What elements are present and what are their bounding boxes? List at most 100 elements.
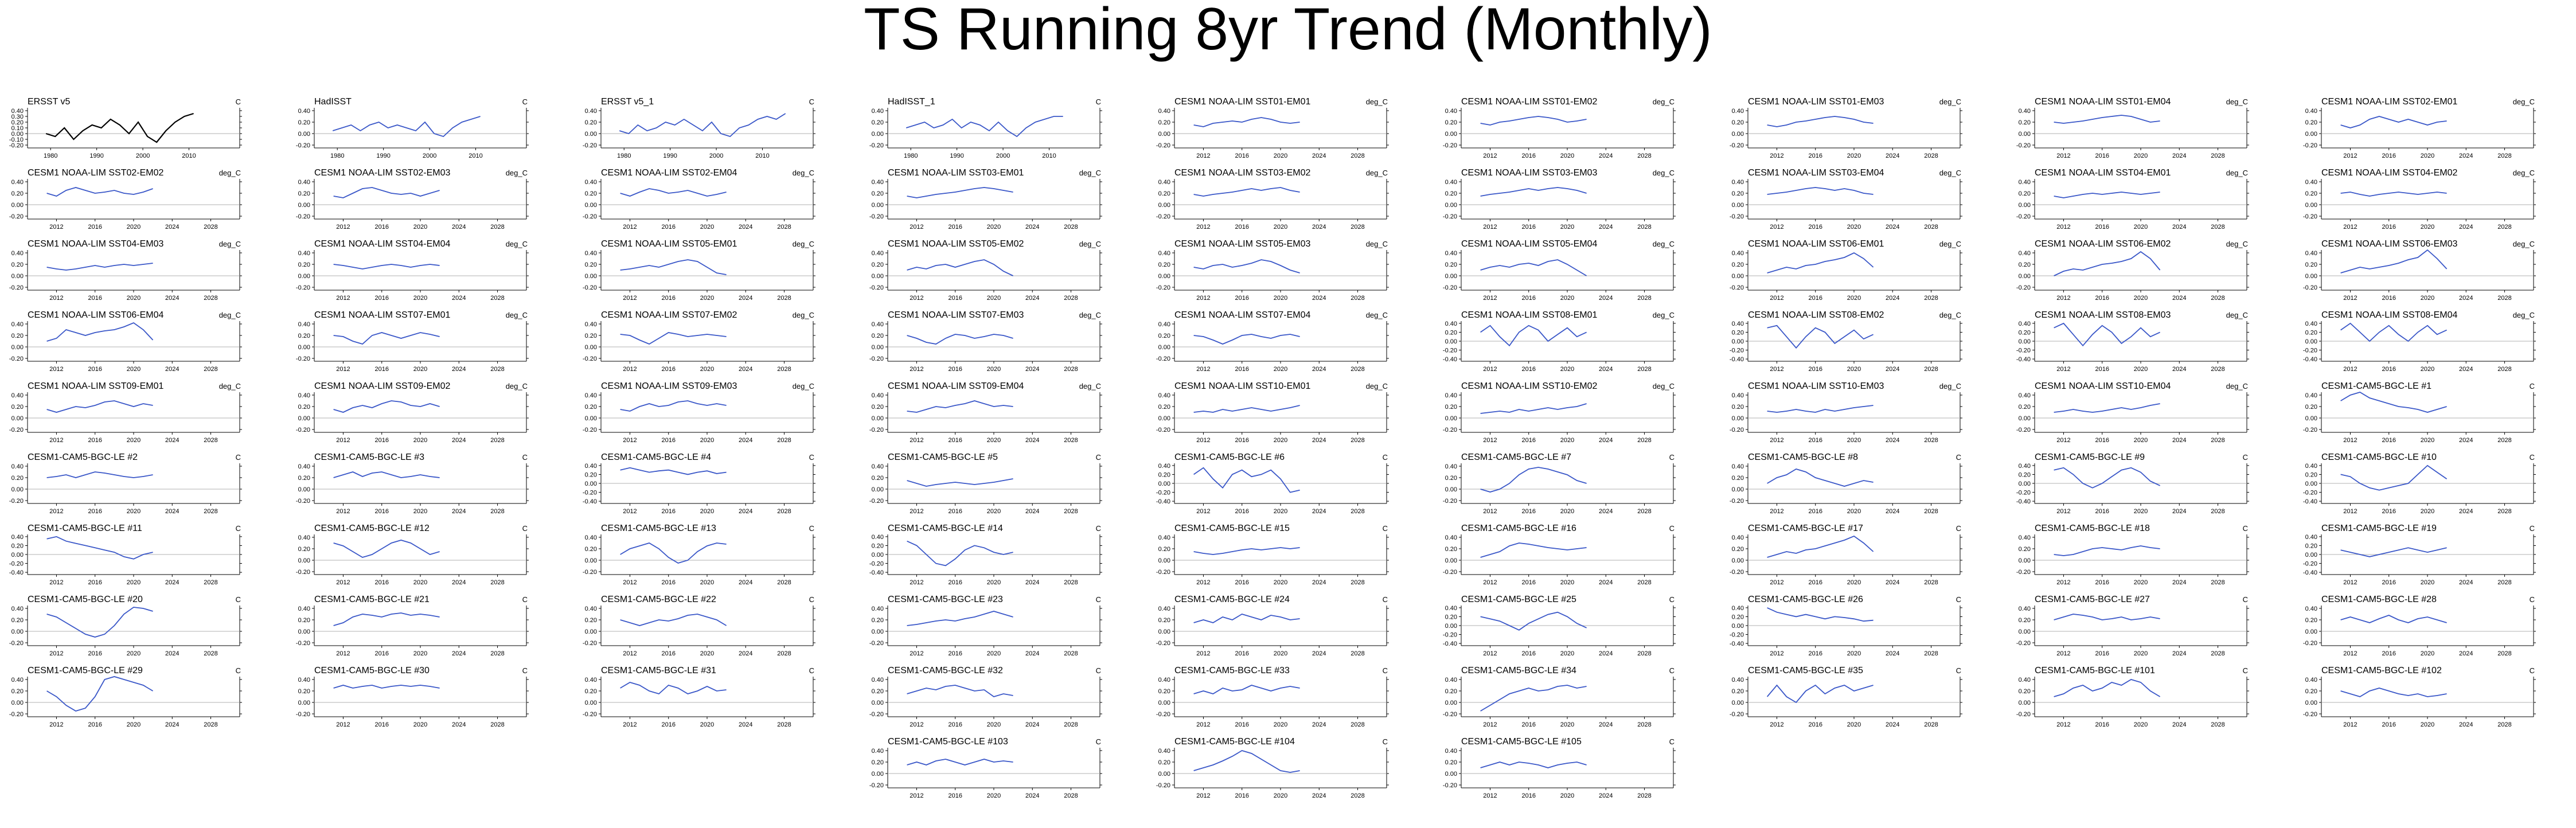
panel-units: deg_C — [2513, 311, 2535, 319]
panel-units: deg_C — [793, 382, 814, 390]
panel-title: CESM1-CAM5-BGC-LE #8 — [1748, 452, 1858, 462]
y-tick-label: -0.20 — [869, 213, 884, 220]
chart-panel: CESM1-CAM5-BGC-LE #6 C -0.40-0.20 0.00 0.200… — [1156, 452, 1389, 515]
x-tick-label: 2016 — [1521, 508, 1535, 515]
series-line — [1193, 259, 1300, 274]
y-tick-label: -0.40 — [2016, 356, 2031, 363]
y-tick-label: 0.40 — [2305, 108, 2317, 115]
panel-units: deg_C — [1939, 240, 1961, 248]
x-tick-label: 2012 — [1196, 295, 1210, 302]
y-tick-label: 0.20 — [298, 475, 310, 482]
x-tick-label: 2028 — [1637, 792, 1651, 799]
x-tick-label: 2020 — [1274, 437, 1287, 444]
y-tick-label: 0.20 — [872, 404, 884, 411]
x-tick-label: 2028 — [2211, 650, 2224, 657]
x-tick-label: 2024 — [452, 437, 466, 444]
x-tick-label: 2024 — [1599, 224, 1613, 231]
x-tick-label: 2012 — [1770, 224, 1783, 231]
x-tick-label: 2016 — [88, 721, 102, 728]
x-tick-label: 2028 — [1351, 792, 1364, 799]
x-tick-label: 2028 — [1924, 508, 1938, 515]
x-tick-label: 2028 — [1637, 437, 1651, 444]
y-tick-label: 0.00 — [872, 131, 884, 138]
y-tick-label: 0.20 — [11, 190, 24, 197]
y-tick-label: -0.40 — [1443, 356, 1457, 363]
panel-units: deg_C — [1079, 169, 1101, 177]
panel-units: C — [1956, 524, 1961, 533]
y-tick-label: -0.20 — [869, 561, 884, 568]
x-tick-label: 2016 — [1235, 721, 1248, 728]
x-tick-label: 2020 — [1560, 153, 1574, 159]
x-tick-label: 2028 — [777, 508, 791, 515]
x-tick-label: 2012 — [49, 650, 63, 657]
x-tick-label: 2024 — [739, 650, 752, 657]
y-tick-label: -0.20 — [869, 640, 884, 647]
x-tick-label: 2016 — [1521, 792, 1535, 799]
x-tick-label: 2024 — [452, 579, 466, 586]
y-tick-label: -0.20 — [296, 498, 310, 505]
y-tick-label: -0.20 — [1156, 142, 1170, 149]
panel-units: C — [1383, 524, 1388, 533]
panel-units: C — [1096, 595, 1101, 604]
y-tick-label: -0.20 — [1443, 427, 1457, 433]
y-tick-label: 0.00 — [1445, 623, 1457, 630]
x-tick-label: 2024 — [1025, 295, 1039, 302]
y-tick-label: 0.20 — [1445, 119, 1457, 126]
y-tick-label: 0.20 — [872, 261, 884, 268]
x-tick-label: 2028 — [2211, 437, 2224, 444]
chart-panel: CESM1-CAM5-BGC-LE #15 C -0.20 0.00 0.20 0.40 2… — [1156, 524, 1389, 586]
chart-panel: CESM1 NOAA-LIM SST07-EM02 deg_C -0.20 0.00 0… — [583, 310, 815, 373]
x-tick-label: 2024 — [165, 579, 179, 586]
x-tick-label: 2012 — [910, 650, 923, 657]
panel-title: CESM1 NOAA-LIM SST03-EM04 — [1748, 168, 1884, 178]
panel-title: CESM1-CAM5-BGC-LE #4 — [601, 452, 711, 462]
y-tick-label: 0.20 — [872, 542, 884, 549]
y-tick-label: 0.20 — [298, 333, 310, 339]
x-tick-label: 2016 — [2382, 153, 2395, 159]
x-tick-label: 2024 — [2459, 153, 2473, 159]
y-tick-label: -0.20 — [1730, 213, 1744, 220]
chart-panel: CESM1-CAM5-BGC-LE #2 C -0.20 0.00 0.20 0.40 20… — [9, 452, 242, 515]
panel-title: CESM1 NOAA-LIM SST02-EM02 — [28, 168, 164, 178]
x-tick-label: 2020 — [127, 295, 140, 302]
series-line — [333, 400, 440, 413]
y-tick-label: 0.40 — [1158, 606, 1170, 612]
x-tick-label: 2016 — [1235, 366, 1248, 373]
y-tick-label: 0.40 — [1445, 677, 1457, 684]
x-tick-label: 2010 — [755, 153, 769, 159]
chart-panel: CESM1 NOAA-LIM SST04-EM03 deg_C -0.20 0.00 0… — [9, 239, 242, 302]
y-tick-label: 0.20 — [585, 404, 597, 411]
y-tick-label: 0.40 — [11, 321, 24, 328]
chart-panel: CESM1 NOAA-LIM SST01-EM04 deg_C -0.20 0.00 0… — [2016, 97, 2249, 159]
y-tick-label: -0.20 — [583, 711, 597, 718]
panel-title: CESM1-CAM5-BGC-LE #26 — [1748, 595, 1863, 604]
panel-units: deg_C — [2226, 240, 2248, 248]
series-line — [905, 116, 1063, 138]
panel-units: C — [1096, 453, 1101, 462]
y-tick-label: 0.20 — [585, 617, 597, 624]
panel-title: CESM1-CAM5-BGC-LE #34 — [1461, 666, 1576, 675]
x-tick-label: 2028 — [2211, 579, 2224, 586]
x-tick-label: 2012 — [49, 366, 63, 373]
y-tick-label: 0.00 — [2305, 628, 2317, 635]
series-line — [1767, 325, 1874, 349]
x-tick-label: 2016 — [88, 224, 102, 231]
y-tick-label: 0.40 — [2305, 677, 2317, 684]
panel-units: deg_C — [1653, 382, 1675, 390]
y-tick-label: 0.20 — [2019, 119, 2031, 126]
series-line — [333, 187, 440, 198]
x-tick-label: 2024 — [1025, 650, 1039, 657]
x-tick-label: 2024 — [1025, 366, 1039, 373]
panel-units: C — [1383, 453, 1388, 462]
panel-units: C — [1096, 666, 1101, 675]
panel-units: deg_C — [793, 240, 814, 248]
y-tick-label: -0.20 — [2016, 427, 2031, 433]
x-tick-label: 2028 — [1637, 508, 1651, 515]
x-tick-label: 2020 — [127, 650, 140, 657]
y-tick-label: 0.20 — [585, 261, 597, 268]
panel-units: C — [1669, 453, 1675, 462]
x-tick-label: 2028 — [777, 437, 791, 444]
panel-title: ERSST v5_1 — [601, 97, 654, 107]
x-tick-label: 2012 — [2343, 437, 2357, 444]
panel-title: CESM1-CAM5-BGC-LE #29 — [28, 666, 143, 675]
